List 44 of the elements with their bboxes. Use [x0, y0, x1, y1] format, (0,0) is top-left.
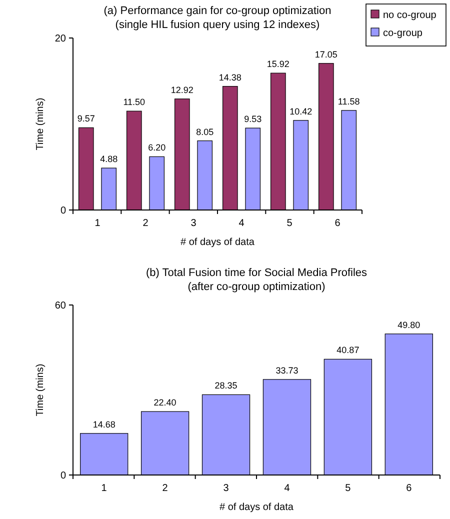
x-tick-label: 5: [286, 218, 293, 229]
x-tick-label: 6: [334, 218, 341, 229]
data-label: 28.35: [214, 380, 238, 391]
data-label: 33.73: [276, 365, 298, 376]
x-tick-label: 1: [101, 483, 108, 494]
y-tick-label: 60: [54, 300, 66, 312]
chart-title: (a) Performance gain for co-group optimization: [104, 5, 332, 17]
x-tick-label: 6: [406, 483, 412, 494]
data-label: 40.87: [336, 345, 360, 356]
data-label: 11.58: [338, 96, 360, 106]
y-axis-title: Time (mins): [35, 364, 46, 416]
chart-title: (b) Total Fusion time for Social Media Profiles: [146, 267, 368, 279]
x-tick-label: 5: [345, 483, 352, 494]
data-label: 8.05: [196, 126, 214, 137]
chart-subtitle: (after co-group optimization): [188, 281, 326, 293]
data-label: 9.57: [77, 114, 95, 124]
data-label: 14.68: [92, 419, 116, 430]
x-tick-label: 3: [223, 483, 230, 494]
x-tick-label: 1: [94, 218, 101, 229]
chart-subtitle: (single HIL fusion query using 12 indexes): [115, 19, 320, 31]
x-axis-title: # of days of data: [220, 502, 294, 513]
y-tick-label: 0: [60, 206, 66, 216]
data-label: 9.53: [244, 114, 262, 124]
data-label: 49.80: [398, 320, 420, 330]
x-axis-title: # of days of data: [180, 237, 255, 248]
x-tick-label: 4: [284, 483, 290, 494]
data-label: 6.20: [148, 142, 166, 153]
x-tick-label: 2: [142, 218, 149, 229]
x-tick-label: 3: [190, 218, 197, 229]
data-label: 4.88: [100, 154, 118, 164]
y-tick-label: 20: [54, 34, 66, 44]
y-tick-label: 0: [60, 470, 66, 482]
x-tick-label: 2: [162, 483, 168, 494]
data-label: 14.38: [218, 72, 242, 82]
legend-label: co-group: [383, 28, 423, 39]
data-label: 22.40: [154, 398, 176, 408]
data-label: 11.50: [123, 97, 146, 108]
data-label: 15.92: [266, 59, 290, 70]
x-tick-label: 4: [238, 218, 245, 229]
y-axis-title: Time (mins): [35, 98, 46, 150]
data-label: 17.05: [314, 49, 338, 60]
data-label: 12.92: [170, 84, 194, 95]
legend-label: no co-group: [383, 10, 437, 21]
data-label: 10.42: [290, 106, 312, 116]
